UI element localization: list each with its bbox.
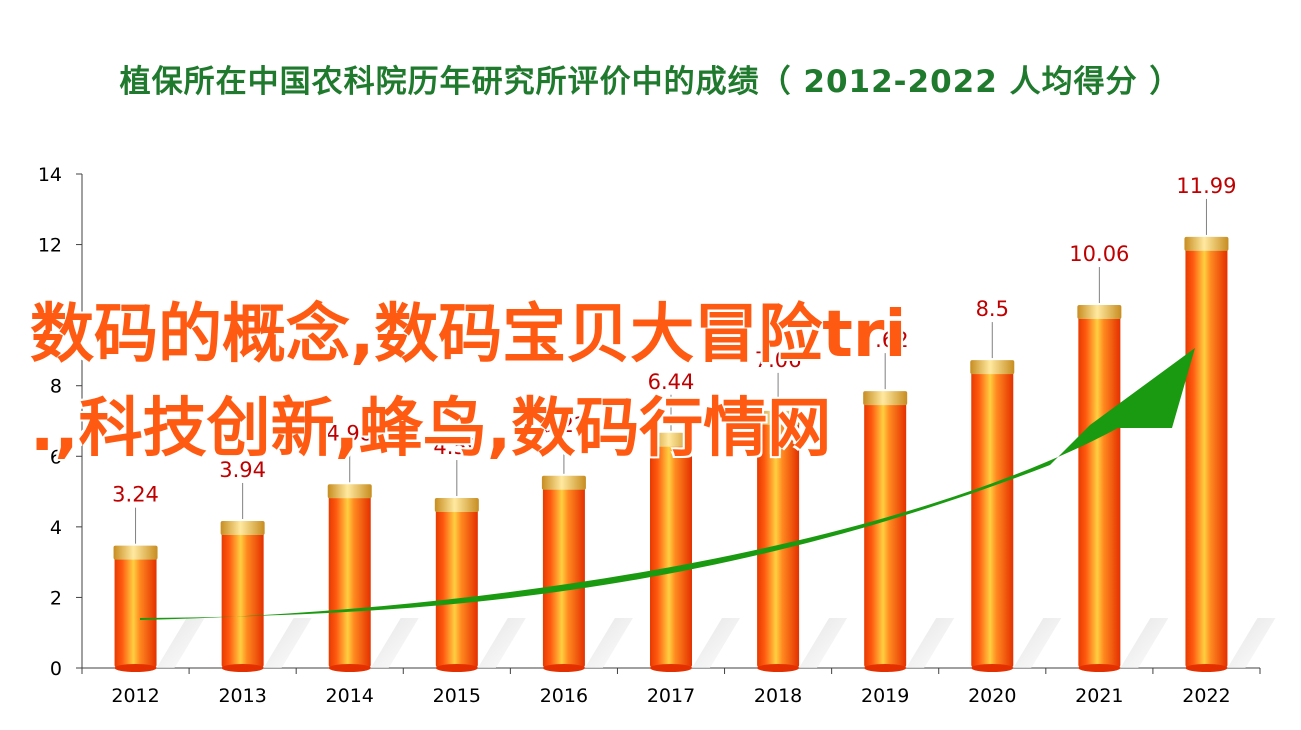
x-tick-label: 2018 [754,685,802,707]
bar-shadow [906,618,955,668]
bar-cap [541,475,586,490]
bar-shadow [156,618,205,668]
bar-shadow [1120,618,1169,668]
bar [757,418,800,668]
bar-base [328,664,371,672]
data-label: 4.59 [433,435,480,459]
bar [542,483,585,668]
chart-title: 植保所在中国农科院历年研究所评价中的成绩（ 2012-2022 人均得分 ） [119,64,1182,100]
bar-base [435,664,478,672]
data-label: 10.06 [1069,242,1129,266]
y-tick-label: 12 [38,235,62,257]
data-label: 5.22 [541,413,588,437]
bar-cap [756,410,801,425]
y-tick-label: 2 [50,587,62,609]
x-tick-label: 2015 [433,685,481,707]
data-label: 11.99 [1176,174,1236,198]
bar-cap [649,432,693,447]
x-tick-label: 2019 [861,685,909,707]
bar-cap [1077,305,1122,320]
bar [435,506,478,668]
bar-base [542,664,585,672]
x-tick-label: 2013 [218,685,266,707]
bar-shadow [1013,618,1062,668]
data-label: 7.06 [755,348,802,372]
data-label: 7.62 [862,328,909,352]
y-tick-label: 0 [50,658,62,680]
y-tick-label: 10 [38,305,62,327]
x-tick-label: 2020 [968,685,1016,707]
bar-base [1078,664,1121,672]
bar-shadow [370,618,419,668]
bar [221,528,264,668]
x-tick-label: 2012 [111,685,159,707]
x-tick-label: 2017 [647,685,695,707]
x-tick-label: 2016 [540,685,588,707]
bar [971,368,1014,668]
bar-cap [113,545,158,560]
bar-cap [220,520,265,535]
bar-base [971,664,1014,672]
data-label: 8.5 [976,297,1009,321]
bar-base [221,664,264,672]
x-tick-label: 2021 [1075,685,1123,707]
bar [1185,244,1228,668]
bar [114,553,157,668]
y-tick-label: 14 [38,164,62,186]
bar [650,440,692,668]
bar-cap [970,360,1015,375]
data-label: 3.24 [112,483,159,507]
bar-cap [327,484,372,499]
bar-shadow [1227,618,1276,668]
bar-base [757,664,800,672]
bar-shadow [477,618,526,668]
bar-cap [1184,236,1229,251]
bar-cap [434,498,479,513]
bar [1078,313,1121,668]
bar [328,492,371,668]
bar-shadow [799,618,848,668]
bar-base [1185,664,1228,672]
y-tick-label: 4 [50,517,62,539]
x-tick-label: 2022 [1182,685,1230,707]
bar-shadow [263,618,312,668]
bar-base [114,664,157,672]
x-tick-label: 2014 [326,685,374,707]
bar-shadow [692,618,740,668]
bar-base [650,664,692,672]
y-tick-label: 6 [50,446,62,468]
data-label: 3.94 [219,458,266,482]
data-label: 4.98 [326,421,373,445]
y-tick-label: 8 [50,376,62,398]
bar-shadow [584,618,633,668]
bar-base [864,664,907,672]
data-label: 6.44 [648,370,695,394]
bar-cap [863,391,908,406]
bar [864,399,907,668]
